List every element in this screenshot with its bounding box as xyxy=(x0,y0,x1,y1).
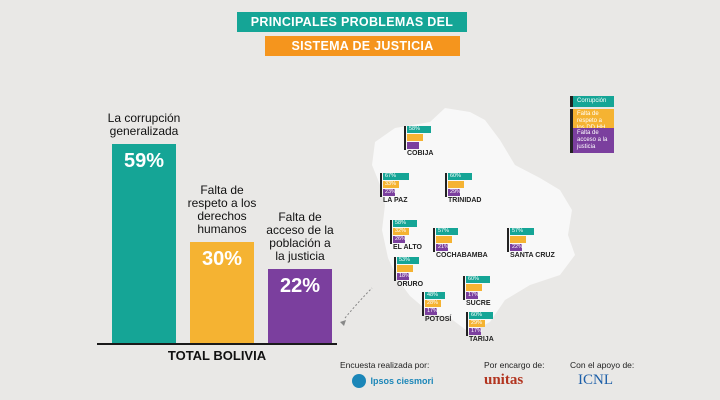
city-cobija: 58% COBIJA xyxy=(404,126,434,157)
ipsos-icon xyxy=(352,373,366,388)
ipsos-logo-text: Ipsos ciesmori xyxy=(370,375,434,386)
support-credit-label: Con el apoyo de: xyxy=(570,360,635,370)
city-value-bar: 32% xyxy=(393,228,409,235)
city-cochabamba: 57% 21% COCHABAMBA xyxy=(433,228,488,259)
bar-value-label: 30% xyxy=(201,247,243,270)
map-pointer-arrow xyxy=(340,320,346,326)
bar-category-label: Falta de respeto a los derechos humanos xyxy=(187,182,257,236)
legend-corruption: Corrupción xyxy=(570,96,614,107)
city-value-bar: 58% xyxy=(407,126,431,133)
city-value-bar xyxy=(510,236,526,243)
bar-3 xyxy=(268,268,332,343)
city-tick xyxy=(404,126,406,150)
city-oruro: 53% 18% ORURO xyxy=(394,257,424,288)
bolivia-outline xyxy=(372,108,575,333)
city-value-bar xyxy=(466,284,482,291)
city-tick xyxy=(394,257,396,281)
legend-access-justice: Falta de acceso a la justicia xyxy=(570,128,614,153)
chart-baseline xyxy=(97,343,337,345)
city-value-bar: 22% xyxy=(510,244,524,251)
city-value-bar: 67% xyxy=(383,173,409,180)
city-value-bar: 18% xyxy=(397,273,411,280)
city-value-bar: 57% xyxy=(510,228,534,235)
map-pointer-line xyxy=(344,287,373,319)
city-value-bar xyxy=(397,265,413,272)
city-value-bar: 29% xyxy=(448,189,462,196)
chart-title: TOTAL BOLIVIA xyxy=(167,348,267,363)
city-value-bar: 57% xyxy=(436,228,458,235)
city-tick xyxy=(422,292,424,316)
city-value-bar: 29% xyxy=(469,320,485,327)
city-value-bar: 17% xyxy=(466,292,480,299)
city-name: COBIJA xyxy=(407,150,434,157)
city-tarija: 60% 29% 17% TARIJA xyxy=(466,312,494,343)
city-sucre: 60% 17% SUCRE xyxy=(463,276,491,307)
city-value-bar: 26% xyxy=(393,236,407,243)
city-tick xyxy=(390,220,392,244)
city-tick xyxy=(433,228,435,252)
bar-2 xyxy=(190,241,254,343)
icnl-logo: ICNL xyxy=(578,372,613,388)
city-name: ORURO xyxy=(397,281,424,288)
city-value-bar: 48% xyxy=(425,292,445,299)
unitas-logo: unitas xyxy=(484,372,524,388)
bar-value-label: 59% xyxy=(123,150,165,172)
city-tick xyxy=(466,312,468,336)
title-line-1: PRINCIPALES PROBLEMAS DEL xyxy=(237,12,467,32)
city-value-bar xyxy=(448,181,464,188)
commission-credit-label: Por encargo de: xyxy=(484,360,545,370)
city-value-bar: 53% xyxy=(397,257,419,264)
city-la-paz: 67% 33% 23% LA PAZ xyxy=(380,173,409,204)
city-value-bar: 60% xyxy=(466,276,490,283)
city-value-bar: 60% xyxy=(448,173,472,180)
city-value-bar xyxy=(407,134,423,141)
city-value-bar: 60% xyxy=(469,312,493,319)
city-name: EL ALTO xyxy=(393,244,422,251)
city-name: COCHABAMBA xyxy=(436,252,488,259)
city-name: LA PAZ xyxy=(383,197,408,204)
bar-1 xyxy=(112,144,176,343)
city-name: SUCRE xyxy=(466,300,491,307)
city-tick xyxy=(445,173,447,197)
city-value-bar: 28% xyxy=(425,300,441,307)
city-trinidad: 60% 29% TRINIDAD xyxy=(445,173,482,204)
ipsos-logo: Ipsos ciesmori xyxy=(352,372,433,390)
city-value-bar xyxy=(407,142,419,149)
city-value-bar: 21% xyxy=(436,244,450,251)
bar-value-label: 22% xyxy=(279,274,321,297)
city-value-bar xyxy=(436,236,452,243)
title-line-2: SISTEMA DE JUSTICIA xyxy=(265,36,460,56)
city-value-bar: 17% xyxy=(469,328,483,335)
city-value-bar: 33% xyxy=(383,181,399,188)
city-tick xyxy=(380,173,382,197)
city-value-bar: 23% xyxy=(383,189,397,196)
survey-credit-label: Encuesta realizada por: xyxy=(340,360,430,370)
city-name: POTOSÍ xyxy=(425,316,452,323)
city-tick xyxy=(463,276,465,300)
city-name: TARIJA xyxy=(469,336,494,343)
city-tick xyxy=(507,228,509,252)
city-santa-cruz: 57% 22% SANTA CRUZ xyxy=(507,228,555,259)
city-name: SANTA CRUZ xyxy=(510,252,555,259)
city-el-alto: 58% 32% 26% EL ALTO xyxy=(390,220,422,251)
city-potos-: 48% 28% 17% POTOSÍ xyxy=(422,292,452,323)
bar-category-label: La corrupción generalizada xyxy=(107,111,181,138)
bar-category-label: Falta de acceso de la población a la justic… xyxy=(266,209,334,263)
city-value-bar: 17% xyxy=(425,308,439,315)
city-name: TRINIDAD xyxy=(448,197,482,204)
city-value-bar: 58% xyxy=(393,220,417,227)
